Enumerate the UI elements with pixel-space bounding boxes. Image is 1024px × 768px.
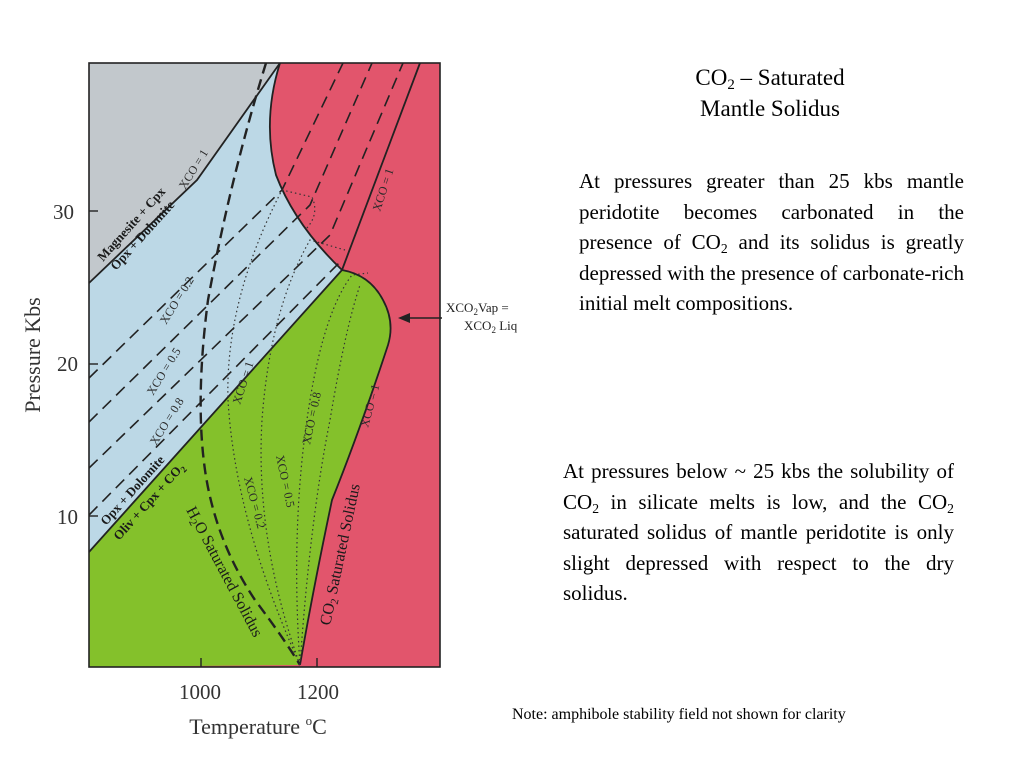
dolomite-boundary [88,269,343,553]
magnesite-boundary [88,62,281,284]
dotted-contour-1 [227,189,316,666]
paragraph-high-pressure: At pressures greater than 25 kbs mantle … [579,169,964,315]
dashed-isopleth-3 [89,63,404,469]
x-tick-label-1000: 1000 [179,680,221,704]
annotation-line1: XCO2Vap = [446,300,509,317]
dashed-isopleth-2 [89,63,373,423]
carbonated-peridotite-field [89,63,342,552]
dashed-isopleth-4 [89,261,341,516]
phase-diagram: 30 20 10 1000 1200 Pressure Kbs Temperat… [20,62,518,739]
arrow-head-icon [398,313,410,323]
upper-solidus-line [341,62,421,271]
y-tick-label-30: 30 [53,200,74,224]
y-axis-label: Pressure Kbs [20,297,45,413]
title-line-2: Mantle Solidus [700,96,840,121]
olivine-field [89,270,391,667]
y-tick-label-20: 20 [57,352,78,376]
x-axis-label: Temperature oC [189,713,327,739]
x-tick-label-1200: 1200 [297,680,339,704]
dotted-contour-2 [260,239,346,666]
magnesite-field [89,63,280,283]
slide-title: CO2 – Saturated Mantle Solidus [640,62,900,124]
footnote: Note: amphibole stability field not show… [512,706,846,723]
y-tick-label-10: 10 [57,505,78,529]
co2-saturated-solidus-line [268,62,392,666]
annotation-line2: XCO2 Liq [464,318,518,335]
plot-frame [88,62,441,668]
h2o-saturated-solidus-line [199,62,302,666]
title-line-1: CO2 – Saturated [695,65,845,94]
paragraph-low-pressure: At pressures below ~ 25 kbs the solubili… [563,459,954,605]
dotted-contour-3 [296,272,369,666]
